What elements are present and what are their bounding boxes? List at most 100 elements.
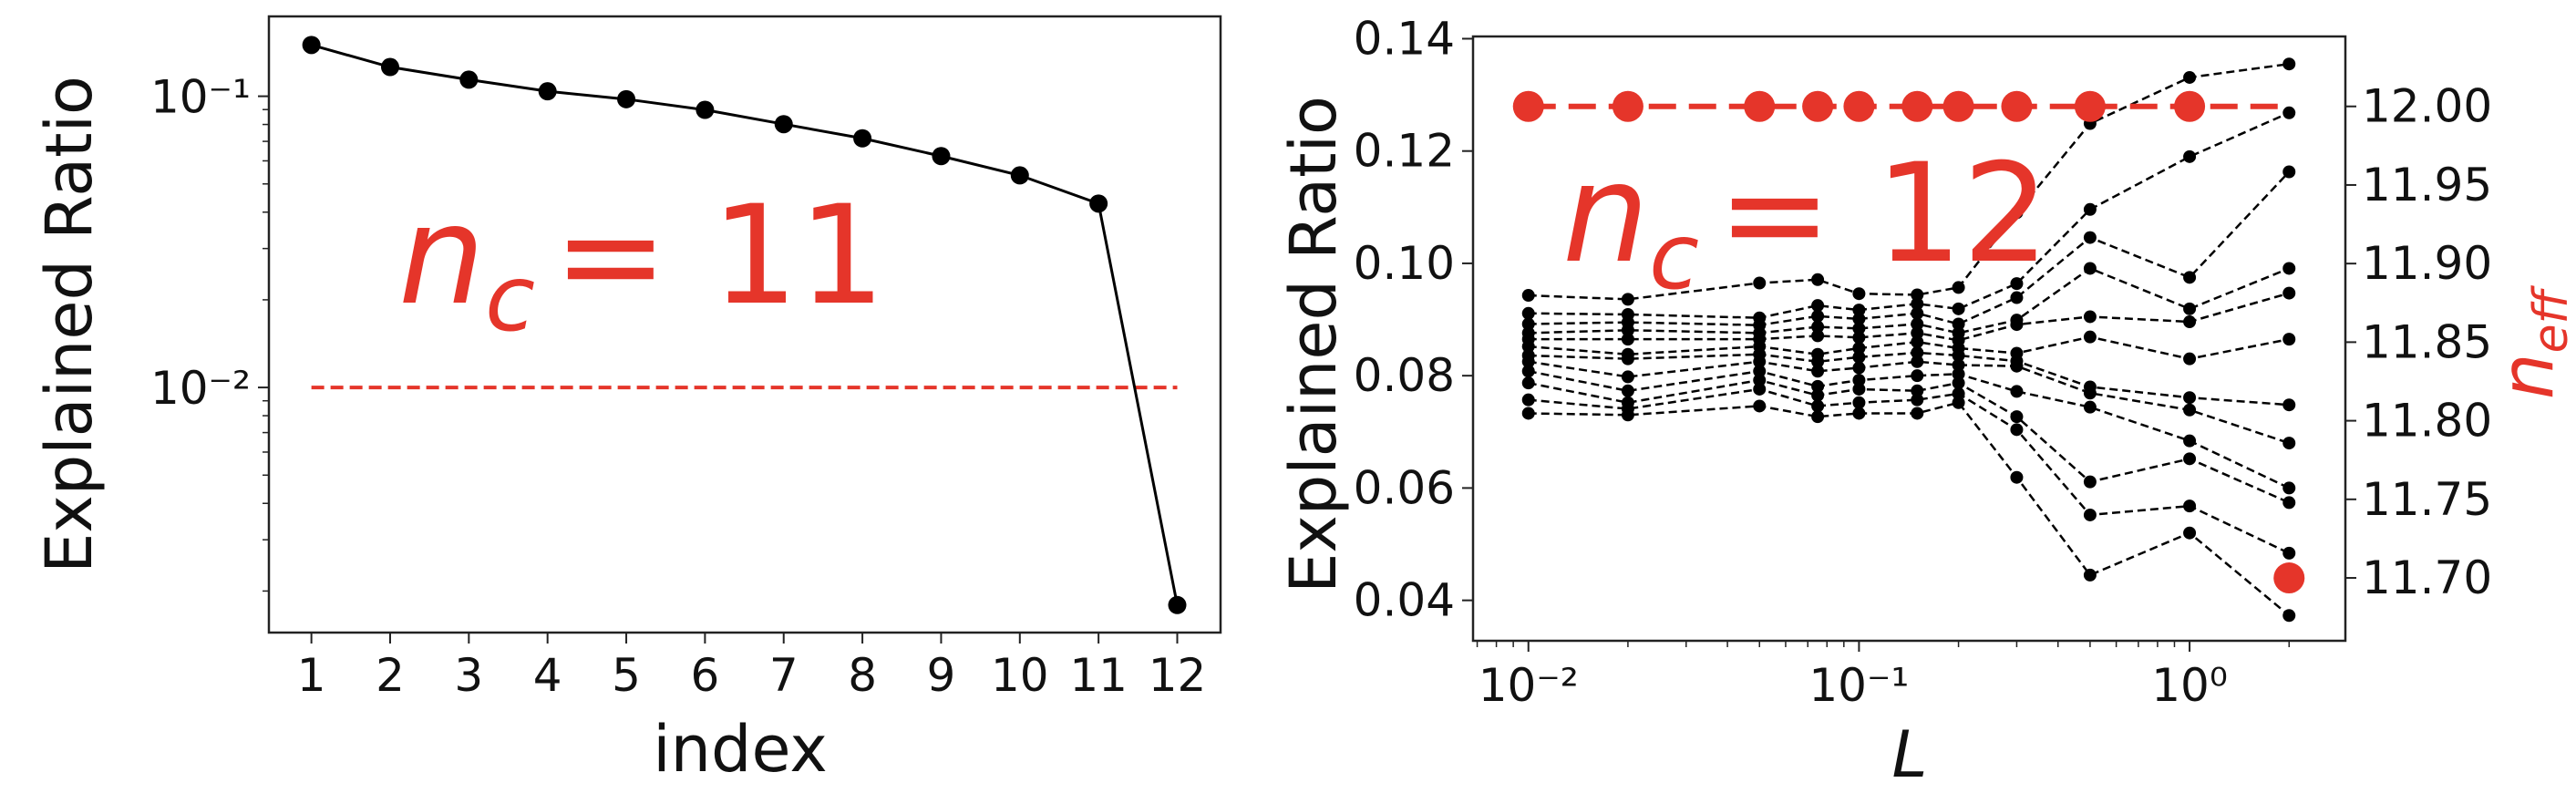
- series-line-12: [1528, 401, 2291, 617]
- series-5-point: [2183, 315, 2197, 329]
- series-8-point: [1952, 358, 1965, 372]
- y2-tick-label: 12.00: [2362, 80, 2492, 133]
- series-12-point: [1852, 407, 1866, 420]
- series-8-point: [2183, 403, 2197, 417]
- y-tick-label: 0.14: [1354, 12, 1455, 65]
- series-line-11: [1528, 387, 2290, 555]
- x-tick-label: 5: [612, 649, 641, 702]
- series-2-point: [2282, 106, 2296, 119]
- x-tick-label: 10⁻¹: [1808, 659, 1909, 712]
- data-point-6: [696, 100, 715, 119]
- series-6-point: [1521, 340, 1535, 354]
- series-12-point: [1621, 408, 1634, 422]
- y2-label-symbol: n: [2485, 353, 2570, 399]
- series-12-point: [1753, 399, 1767, 413]
- series-9-point: [2183, 434, 2197, 448]
- series-9-point: [1521, 365, 1535, 378]
- x-tick-label: 3: [454, 649, 483, 702]
- data-point-10: [1010, 166, 1029, 185]
- series-3-point: [2183, 271, 2197, 284]
- annotation-text: = 11: [553, 177, 885, 335]
- y-tick-label: 0.10: [1354, 237, 1455, 290]
- n-eff-point: [1901, 90, 1933, 122]
- left-x-axis-label: index: [653, 712, 828, 787]
- n-eff-point: [1512, 90, 1544, 122]
- x-tick-label: 2: [376, 649, 405, 702]
- series-6-point: [1852, 341, 1866, 355]
- series-4-point: [1811, 320, 1825, 334]
- series-12-point: [2282, 609, 2296, 623]
- explained-ratio-line: [311, 43, 1179, 606]
- series-10-point: [2083, 475, 2097, 489]
- x-tick-label: 1: [297, 649, 326, 702]
- series-11-point: [2010, 423, 2024, 437]
- series-6-point: [1911, 335, 1924, 349]
- series-5-point: [1852, 331, 1866, 345]
- series-11-point: [2083, 508, 2097, 521]
- series-6-point: [2282, 333, 2296, 346]
- annotation-symbol: n: [398, 177, 485, 335]
- series-2-point: [1911, 297, 1924, 311]
- series-1-point: [2010, 206, 2024, 220]
- series-10-point: [2183, 452, 2197, 466]
- right-axes-frame: [1471, 35, 2347, 643]
- x-tick-label: 12: [1149, 649, 1207, 702]
- series-4-point: [2083, 262, 2097, 275]
- series-7-point: [1811, 355, 1825, 368]
- left-axes-frame: [267, 15, 1222, 634]
- x-tick-label: 8: [848, 649, 877, 702]
- x-tick-label: 6: [690, 649, 719, 702]
- x-tick-label: 10⁰: [2151, 659, 2228, 712]
- series-5-point: [1911, 326, 1924, 340]
- annotation-subscript: c: [1649, 203, 1699, 310]
- series-11-point: [1952, 386, 1965, 400]
- series-10-point: [2282, 496, 2296, 510]
- series-8-point: [1852, 361, 1866, 375]
- series-8-point: [1521, 355, 1535, 368]
- data-point-11: [1089, 194, 1108, 213]
- data-point-5: [617, 89, 636, 108]
- annotation-text: = 12: [1717, 135, 2049, 294]
- series-10-point: [1811, 388, 1825, 402]
- data-point-4: [538, 82, 557, 101]
- series-4-point: [2282, 262, 2296, 275]
- x-tick-label: 9: [927, 649, 956, 702]
- y-tick-label: 0.12: [1354, 125, 1455, 178]
- series-8-point: [2282, 437, 2296, 450]
- series-1-point: [2183, 70, 2197, 84]
- series-3-point: [1911, 306, 1924, 320]
- n-eff-point: [2174, 90, 2206, 122]
- x-tick-label: 11: [1069, 649, 1128, 702]
- series-1-point: [2282, 57, 2296, 71]
- data-point-8: [853, 129, 872, 148]
- series-9-point: [1811, 379, 1825, 393]
- y2-label-subscript: eff: [2524, 284, 2576, 353]
- right-axis-ticks: 10⁻² 10⁻¹ 10⁰ 0.04 0.06 0.08 0.10 0.12 0.14 11.70…: [1354, 12, 2492, 712]
- series-12-point: [2010, 470, 2024, 484]
- x-tick-label: 7: [769, 649, 799, 702]
- series-10-point: [1753, 374, 1767, 387]
- series-12-point: [1521, 407, 1535, 420]
- series-9-point: [1753, 365, 1767, 378]
- data-point-1: [302, 36, 321, 55]
- series-10-point: [1952, 376, 1965, 390]
- series-10-point: [1521, 376, 1535, 390]
- series-11-point: [1911, 393, 1924, 407]
- series-5-point: [1811, 329, 1825, 343]
- x-tick-label: 4: [533, 649, 562, 702]
- series-line-10: [1528, 378, 2290, 504]
- series-9-point: [1852, 374, 1866, 387]
- series-1-point: [1521, 289, 1535, 303]
- series-5-point: [2083, 310, 2097, 324]
- series-7-point: [2282, 398, 2296, 412]
- data-point-7: [774, 115, 793, 134]
- y2-tick-label: 11.90: [2362, 237, 2492, 290]
- series-5-point: [2010, 318, 2024, 332]
- series-2-point: [1952, 302, 1965, 315]
- series-2-point: [1521, 306, 1535, 320]
- n-eff-point: [1612, 90, 1643, 122]
- series-3-point: [2010, 291, 2024, 304]
- y-tick-label: 10⁻¹: [150, 71, 251, 124]
